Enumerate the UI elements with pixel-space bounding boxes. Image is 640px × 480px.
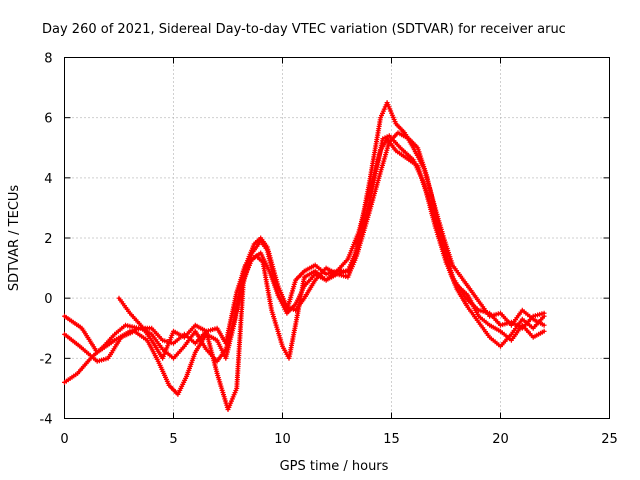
y-tick-label: 8 xyxy=(44,52,52,67)
y-tick-label: -4 xyxy=(40,413,53,428)
x-tick-label: 10 xyxy=(274,432,291,447)
series-4 xyxy=(116,100,547,412)
x-tick-label: 20 xyxy=(492,432,509,447)
series-group xyxy=(62,100,547,412)
y-tick-label: 0 xyxy=(44,292,52,307)
y-axis-label: SDTVAR / TECUs xyxy=(7,185,22,292)
data-point xyxy=(541,322,547,328)
x-tick-label: 15 xyxy=(383,432,400,447)
x-axis-label: GPS time / hours xyxy=(280,459,389,474)
series-line xyxy=(63,134,546,384)
x-tick-label: 0 xyxy=(60,432,68,447)
axis-ticks: 0 5 10 15 20 25 -4 -2 0 2 4 6 8 xyxy=(40,52,618,448)
chart-title: Day 260 of 2021, Sidereal Day-to-day VTE… xyxy=(42,22,566,37)
data-point xyxy=(541,310,547,316)
grid xyxy=(64,57,610,419)
y-tick-label: 2 xyxy=(44,232,52,247)
series-line xyxy=(63,131,546,396)
y-tick-label: 6 xyxy=(44,112,52,127)
x-tick-label: 5 xyxy=(169,432,177,447)
y-tick-label: -2 xyxy=(40,352,53,367)
series-3 xyxy=(62,133,547,385)
series-line xyxy=(117,101,546,411)
series-2 xyxy=(62,130,547,397)
y-tick-label: 4 xyxy=(44,172,52,187)
x-tick-label: 25 xyxy=(601,432,618,447)
data-point xyxy=(541,328,547,334)
